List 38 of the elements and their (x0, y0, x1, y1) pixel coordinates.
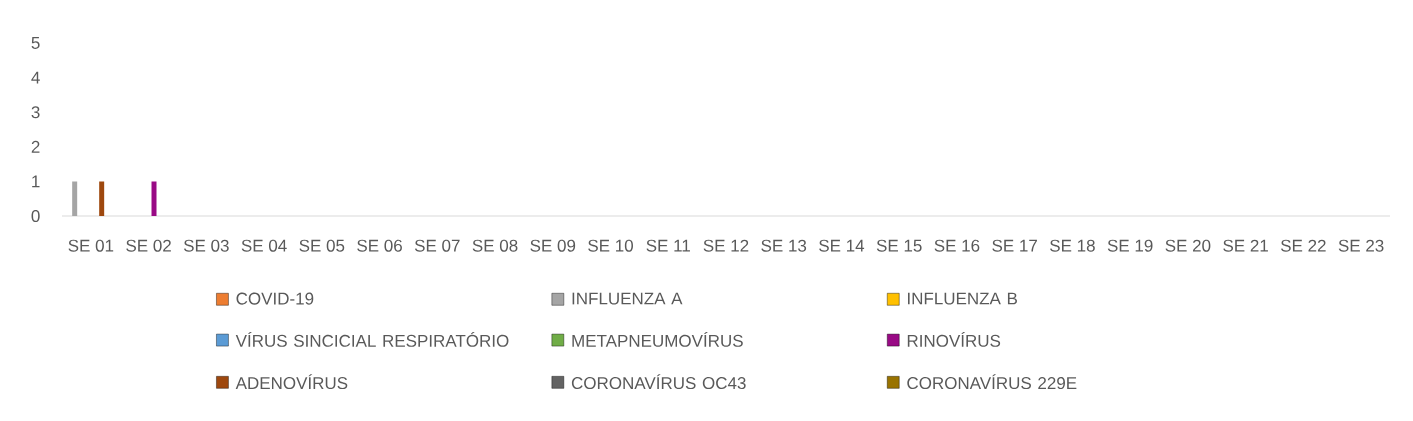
x-tick-label: SE 13 (761, 239, 807, 252)
x-tick-label: SE 02 (126, 239, 171, 252)
x-tick-label: SE 01 (68, 239, 114, 252)
x-tick-label: SE 22 (1280, 239, 1326, 252)
legend-label: VÍRUS SINCICIAL RESPIRATÓRIO (235, 331, 509, 347)
x-tick-label: SE 08 (472, 239, 518, 252)
x-tick-label: SE 20 (1165, 239, 1211, 252)
x-tick-label: SE 10 (588, 239, 633, 252)
x-tick-label: SE 18 (1050, 239, 1095, 252)
x-tick-label: SE 23 (1338, 239, 1384, 252)
x-tick-label: SE 03 (183, 239, 229, 252)
x-tick-label: SE 16 (934, 239, 980, 252)
legend-label: INFLUENZA B (908, 292, 1017, 305)
y-tick-label: 0 (31, 209, 40, 223)
x-tick-label: SE 14 (819, 239, 865, 252)
x-tick-label: SE 12 (703, 239, 749, 252)
y-tick-label: 2 (31, 140, 40, 153)
legend-label: INFLUENZA A (572, 292, 683, 305)
legend-label: ADENOVÍRUS (235, 374, 348, 390)
legend-label: RINOVÍRUS (907, 331, 1001, 347)
x-tick-label: SE 05 (299, 239, 345, 252)
x-tick-label: SE 19 (1107, 239, 1153, 252)
legend-label: CORONAVÍRUS 229E (907, 374, 1077, 390)
y-tick-label: 5 (31, 37, 40, 49)
x-tick-label: SE 17 (992, 239, 1037, 252)
x-tick-label: SE 04 (241, 239, 287, 252)
x-tick-label: SE 06 (357, 239, 402, 252)
y-tick-label: 1 (32, 175, 40, 188)
x-tick-label: SE 21 (1223, 239, 1268, 252)
x-tick-label: SE 09 (530, 239, 576, 252)
legend-label: COVID-19 (236, 292, 314, 305)
y-tick-label: 4 (31, 71, 40, 84)
x-tick-label: SE 15 (876, 239, 922, 252)
y-tick-label: 3 (31, 106, 40, 119)
legend-label: CORONAVÍRUS OC43 (571, 374, 746, 390)
x-tick-label: SE 11 (646, 239, 690, 252)
x-tick-label: SE 07 (414, 239, 460, 252)
legend-label: METAPNEUMOVÍRUS (572, 331, 743, 347)
